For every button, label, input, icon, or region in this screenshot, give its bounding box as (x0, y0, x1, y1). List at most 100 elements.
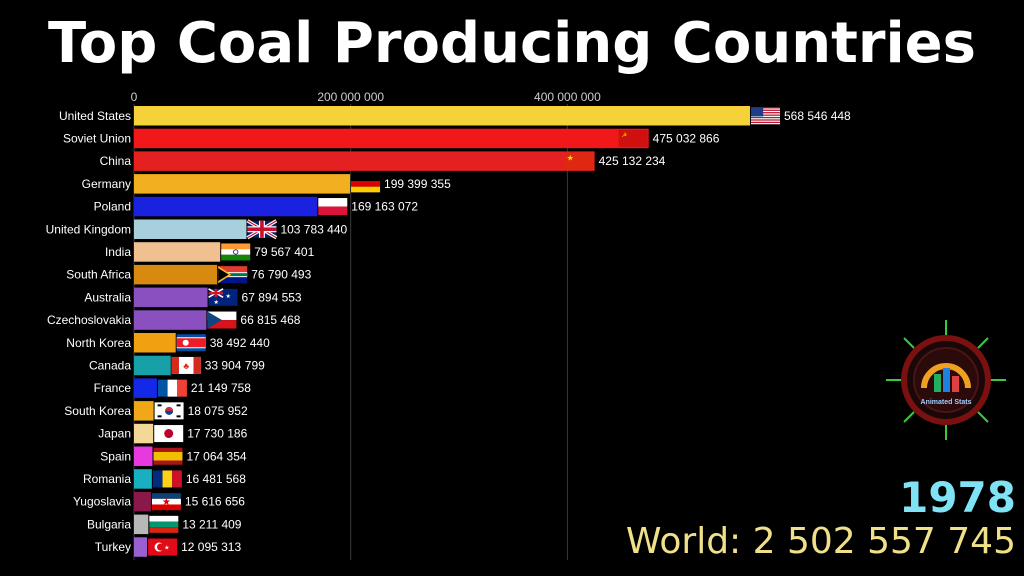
category-label: North Korea (66, 336, 131, 350)
value-label: 33 904 799 (205, 358, 265, 372)
svg-text:★: ★ (164, 545, 169, 552)
category-label: United Kingdom (46, 222, 131, 236)
value-label: 18 075 952 (188, 404, 248, 418)
svg-text:Animated Stats: Animated Stats (921, 399, 972, 406)
world-total-label: World: 2 502 557 745 (625, 521, 1016, 562)
china-flag-icon: ★ (564, 152, 594, 170)
value-label: 66 815 468 (240, 313, 300, 327)
bar (134, 333, 176, 353)
value-label: 15 616 656 (185, 495, 245, 509)
poland-flag-icon (318, 198, 348, 216)
category-label: Czechoslovakia (47, 313, 131, 327)
bar-row: Yugoslavia ★ 15 616 656 (73, 491, 245, 512)
bar (134, 196, 318, 217)
category-label: Bulgaria (87, 517, 131, 531)
category-label: Yugoslavia (73, 495, 131, 509)
svg-text:★: ★ (226, 293, 231, 300)
canada-flag-icon: ♣ (171, 356, 201, 374)
svg-text:★: ★ (567, 154, 574, 163)
category-label: Romania (83, 472, 131, 486)
category-label: China (100, 154, 132, 168)
bar (134, 242, 221, 262)
bar-row: Canada ♣ 33 904 799 (89, 355, 265, 376)
bar-row: India 79 567 401 (105, 242, 315, 262)
bar-row: Spain 17 064 354 (100, 446, 247, 466)
ussr-flag-icon: ☭ (618, 129, 648, 147)
value-label: 568 546 448 (784, 109, 851, 123)
bar-row: United States 568 546 448 (59, 106, 851, 126)
bar (134, 264, 218, 285)
bar (134, 174, 351, 194)
category-label: Soviet Union (63, 131, 131, 145)
bar-row: United Kingdom 103 783 440 (46, 219, 348, 240)
australia-flag-icon: ★★ (208, 288, 238, 306)
bar (134, 106, 750, 126)
germany-flag-icon (351, 175, 381, 193)
value-label: 13 211 409 (182, 517, 241, 531)
japan-flag-icon (154, 425, 184, 443)
svg-text:♣: ♣ (183, 361, 189, 371)
value-label: 17 064 354 (186, 449, 246, 463)
bar (134, 287, 208, 308)
bar (134, 310, 207, 330)
bar-row: Japan 17 730 186 (98, 423, 248, 444)
value-label: 17 730 186 (187, 427, 247, 441)
x-axis-ticks: 0 200 000 000 400 000 000 (131, 90, 601, 104)
svg-text:★: ★ (162, 497, 171, 508)
uk-flag-icon (246, 219, 278, 240)
category-label: South Africa (66, 268, 131, 282)
bar-row: China ★ 425 132 234 (100, 151, 666, 171)
bar (134, 537, 148, 557)
category-label: United States (59, 109, 131, 123)
category-label: Japan (98, 427, 131, 441)
chart-title: Top Coal Producing Countries (48, 11, 976, 76)
value-label: 103 783 440 (280, 222, 347, 236)
north-korea-flag-icon (176, 334, 206, 352)
value-label: 21 149 758 (191, 381, 251, 395)
animated-stats-logo: Animated Stats (886, 320, 1006, 440)
india-flag-icon (221, 243, 251, 261)
value-label: 199 399 355 (384, 177, 451, 191)
category-label: South Korea (64, 404, 131, 418)
bar (134, 355, 171, 376)
value-label: 475 032 866 (653, 131, 720, 145)
category-label: Australia (84, 290, 131, 304)
x-tick-label: 0 (131, 90, 138, 104)
bar-row: France 21 149 758 (94, 378, 251, 398)
romania-flag-icon (152, 470, 182, 488)
bulgaria-flag-icon (149, 515, 179, 533)
x-tick-label: 200 000 000 (317, 90, 384, 104)
svg-text:☭: ☭ (622, 132, 627, 139)
bar (134, 219, 247, 239)
france-flag-icon (157, 379, 187, 397)
south-africa-flag-icon (218, 266, 248, 284)
value-label: 38 492 440 (210, 336, 270, 350)
bar (134, 401, 154, 421)
bar-row: South Africa 76 790 493 (66, 264, 312, 285)
bar (134, 446, 153, 466)
value-label: 12 095 313 (181, 540, 241, 554)
bar-row: Bulgaria 13 211 409 (87, 514, 242, 535)
bar (134, 491, 151, 512)
category-label: Spain (100, 449, 131, 463)
value-label: 76 790 493 (251, 268, 311, 282)
bars: United States 568 546 448 Soviet Union ☭ 475… (46, 106, 851, 557)
bar (134, 423, 154, 444)
bar-row: Turkey ★ 12 095 313 (95, 537, 241, 557)
bar (134, 128, 649, 149)
value-label: 16 481 568 (186, 472, 246, 486)
bar-row: Australia ★★ 67 894 553 (84, 287, 302, 308)
value-label: 79 567 401 (254, 245, 314, 259)
x-tick-label: 400 000 000 (534, 90, 601, 104)
us-flag-icon (751, 107, 780, 125)
category-label: Turkey (95, 540, 131, 554)
bar-row: North Korea 38 492 440 (66, 333, 270, 353)
value-label: 67 894 553 (242, 290, 302, 304)
spain-flag-icon (153, 447, 183, 465)
bar (134, 378, 157, 398)
category-label: France (94, 381, 132, 395)
value-label: 425 132 234 (599, 154, 666, 168)
category-label: Canada (89, 358, 131, 372)
svg-text:★: ★ (214, 299, 219, 306)
bar (134, 151, 595, 171)
